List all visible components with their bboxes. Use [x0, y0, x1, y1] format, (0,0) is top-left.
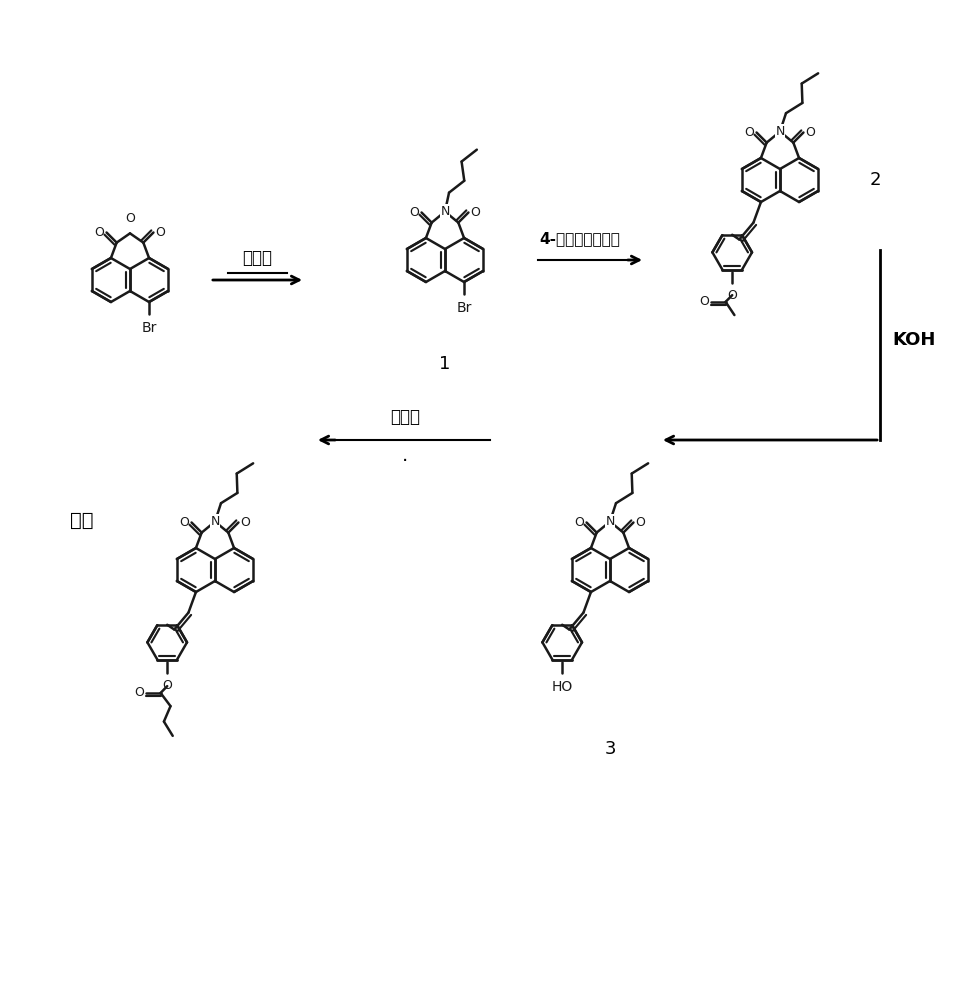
Text: O: O: [636, 516, 646, 529]
Text: 探针: 探针: [71, 510, 94, 530]
Text: O: O: [470, 206, 480, 219]
Text: N: N: [775, 125, 785, 138]
Text: 正丁胺: 正丁胺: [242, 249, 272, 267]
Text: O: O: [575, 516, 585, 529]
Text: N: N: [210, 515, 220, 528]
Text: O: O: [95, 226, 105, 239]
Text: O: O: [163, 679, 172, 692]
Text: O: O: [409, 206, 419, 219]
Text: ·: ·: [402, 452, 408, 471]
Text: 4-乙酰氧基苯乙烯: 4-乙酰氧基苯乙烯: [539, 231, 620, 246]
Text: O: O: [699, 295, 710, 308]
Text: O: O: [135, 686, 144, 699]
Text: O: O: [125, 212, 135, 225]
Text: O: O: [727, 289, 738, 302]
Text: O: O: [180, 516, 190, 529]
Text: O: O: [156, 226, 166, 239]
Text: Br: Br: [456, 301, 471, 315]
Text: Br: Br: [141, 321, 157, 335]
Text: O: O: [744, 126, 754, 139]
Text: 2: 2: [870, 171, 882, 189]
Text: 3: 3: [604, 740, 616, 758]
Text: N: N: [605, 515, 615, 528]
Text: HO: HO: [552, 680, 573, 694]
Text: 丁酸酯: 丁酸酯: [390, 408, 420, 426]
Text: O: O: [805, 126, 815, 139]
Text: O: O: [240, 516, 251, 529]
Text: N: N: [440, 205, 450, 218]
Text: 1: 1: [439, 355, 451, 373]
Text: KOH: KOH: [892, 331, 935, 349]
